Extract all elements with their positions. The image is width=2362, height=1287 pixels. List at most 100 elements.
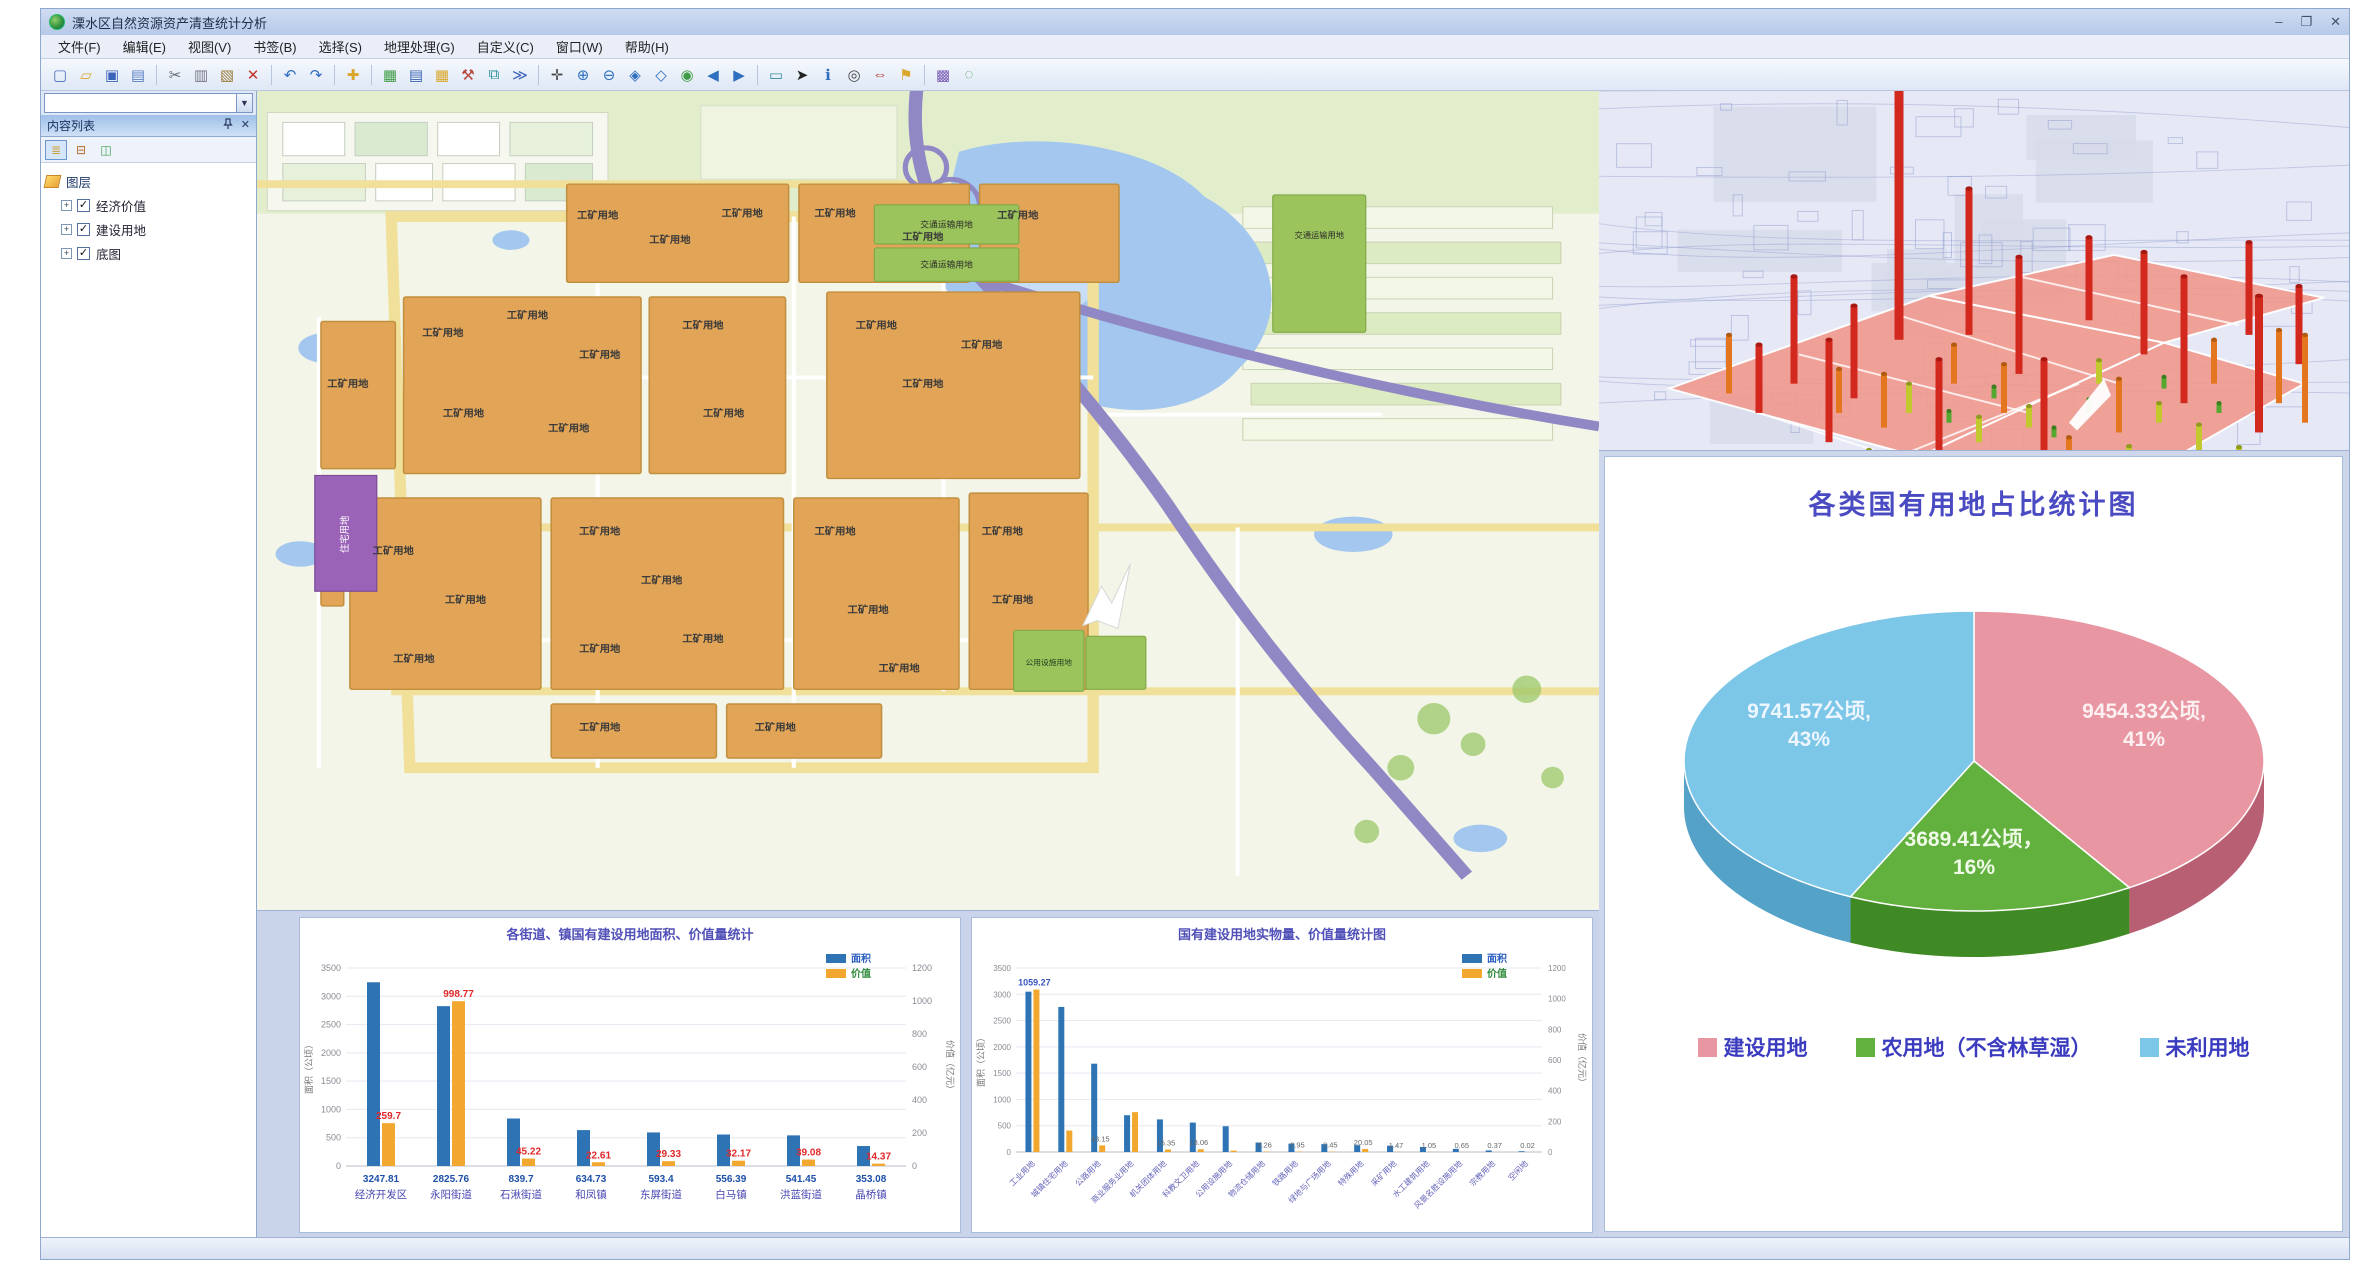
save-icon[interactable]: ▣ bbox=[104, 66, 120, 84]
menu-item-8[interactable]: 窗口(W) bbox=[555, 40, 603, 55]
scene-3d-view[interactable] bbox=[1599, 91, 2349, 451]
menu-item-7[interactable]: 自定义(C) bbox=[476, 40, 534, 55]
select-features-icon[interactable]: ▭ bbox=[768, 66, 784, 84]
combobox-dropdown-icon[interactable]: ▼ bbox=[236, 94, 252, 112]
combobox-input[interactable] bbox=[45, 94, 236, 112]
full-extent-icon[interactable]: ◉ bbox=[680, 66, 694, 84]
svg-text:公用设施用地: 公用设施用地 bbox=[1026, 657, 1073, 667]
next-extent-icon[interactable]: ▶ bbox=[733, 66, 745, 84]
menu-item-4[interactable]: 书签(B) bbox=[253, 40, 297, 55]
python-icon[interactable]: ≫ bbox=[512, 66, 528, 84]
street-chart-card: 各街道、镇国有建设用地面积、价值量统计 0 500 1000 1500 2000 2500… bbox=[299, 917, 961, 1233]
copy-icon[interactable]: ▥ bbox=[193, 66, 209, 84]
identify-icon[interactable]: ℹ bbox=[825, 66, 831, 84]
layer-row-3[interactable]: + ✓ 底图 bbox=[45, 241, 252, 265]
menu-item-1[interactable]: 文件(F) bbox=[58, 40, 101, 55]
overlay-windows-icon[interactable]: ▩ bbox=[935, 66, 951, 84]
svg-text:工矿用地: 工矿用地 bbox=[902, 377, 943, 390]
select-cursor-icon[interactable]: ➤ bbox=[795, 66, 809, 84]
title-bar[interactable]: 溧水区自然资源资产清查统计分析 – ❐ ✕ bbox=[41, 9, 2349, 35]
menu-item-6[interactable]: 地理处理(G) bbox=[383, 40, 455, 55]
layer-checkbox[interactable]: ✓ bbox=[77, 246, 90, 260]
landuse-bar-chart: 0 500 1000 1500 2000 2500 3000 3500 0 200 400 600 80… bbox=[975, 952, 1588, 1211]
minimize-button[interactable]: – bbox=[2275, 14, 2283, 29]
panel-close-icon[interactable]: ✕ bbox=[240, 119, 250, 131]
fixed-zoom-in-icon[interactable]: ◈ bbox=[629, 66, 641, 84]
toolbar-separator bbox=[757, 64, 758, 85]
svg-text:工矿用地: 工矿用地 bbox=[393, 652, 434, 665]
restore-button[interactable]: ❐ bbox=[2300, 14, 2313, 29]
scene-3d-canvas[interactable] bbox=[1599, 91, 2349, 450]
measure-icon[interactable]: ⇔ bbox=[872, 66, 888, 83]
svg-text:800: 800 bbox=[1548, 1025, 1562, 1034]
fixed-zoom-out-icon[interactable]: ◇ bbox=[655, 66, 667, 84]
undo-icon[interactable]: ↶ bbox=[283, 66, 297, 84]
svg-text:工矿用地: 工矿用地 bbox=[878, 662, 919, 675]
svg-text:面积（公顷）: 面积（公顷） bbox=[303, 1040, 314, 1094]
cut-icon[interactable]: ✂ bbox=[168, 66, 182, 84]
layer-group-row[interactable]: 图层 bbox=[43, 169, 252, 193]
svg-text:石湫街道: 石湫街道 bbox=[500, 1188, 542, 1201]
find-icon[interactable]: ◎ bbox=[847, 66, 861, 84]
zoom-out-icon[interactable]: ⊖ bbox=[602, 66, 616, 84]
toc-tab-drawing-order[interactable]: ≣ bbox=[45, 139, 67, 160]
layer-group-label: 图层 bbox=[66, 175, 92, 190]
bookmarks-icon[interactable]: ⚑ bbox=[899, 66, 913, 84]
pin-icon[interactable] bbox=[223, 118, 233, 133]
svg-text:住宅用地: 住宅用地 bbox=[339, 515, 351, 553]
delete-icon[interactable]: ✕ bbox=[246, 66, 260, 84]
svg-text:634.73: 634.73 bbox=[576, 1174, 607, 1185]
svg-text:宗教用地: 宗教用地 bbox=[1467, 1158, 1497, 1188]
svg-text:工矿用地: 工矿用地 bbox=[682, 319, 723, 332]
svg-text:1059.27: 1059.27 bbox=[1018, 978, 1051, 988]
print-icon[interactable]: ▤ bbox=[130, 66, 146, 84]
svg-text:556.39: 556.39 bbox=[716, 1174, 747, 1185]
menu-item-3[interactable]: 视图(V) bbox=[187, 40, 232, 55]
toc-tab-visibility[interactable]: ◫ bbox=[100, 142, 112, 157]
svg-text:800: 800 bbox=[912, 1029, 927, 1039]
svg-text:晶桥镇: 晶桥镇 bbox=[855, 1188, 887, 1201]
menu-item-2[interactable]: 编辑(E) bbox=[122, 40, 166, 55]
legend-swatch bbox=[2139, 1037, 2159, 1057]
map-view[interactable]: 工矿用地 工矿用地 工矿用地 工矿用地 工矿用地 工矿用地 工矿用地 工矿用地 工矿用地 工矿用地… bbox=[257, 91, 1599, 911]
new-document-icon[interactable]: ▢ bbox=[52, 66, 68, 84]
redo-icon[interactable]: ↷ bbox=[309, 66, 323, 84]
layer-checkbox[interactable]: ✓ bbox=[77, 198, 90, 212]
layer-row-2[interactable]: + ✓ 建设用地 bbox=[45, 217, 252, 241]
menu-item-9[interactable]: 帮助(H) bbox=[624, 40, 669, 55]
svg-text:200: 200 bbox=[912, 1128, 927, 1138]
model-builder-icon[interactable]: ⧉ bbox=[488, 66, 500, 83]
svg-text:3689.41公顷，: 3689.41公顷， bbox=[1904, 828, 2043, 851]
svg-text:3500: 3500 bbox=[993, 964, 1011, 973]
paste-icon[interactable]: ▧ bbox=[219, 66, 235, 84]
layer-row-1[interactable]: + ✓ 经济价值 bbox=[45, 193, 252, 217]
catalog-icon[interactable]: ▦ bbox=[434, 66, 450, 84]
html-popup-icon[interactable]: ◌ bbox=[964, 66, 974, 83]
svg-text:工矿用地: 工矿用地 bbox=[722, 207, 763, 220]
expand-icon[interactable]: + bbox=[61, 223, 72, 235]
toc-tab-source[interactable]: ⊟ bbox=[75, 142, 87, 157]
toolbox-icon[interactable]: ⚒ bbox=[461, 66, 475, 84]
svg-text:45.22: 45.22 bbox=[516, 1147, 541, 1158]
menu-item-5[interactable]: 选择(S) bbox=[318, 40, 362, 55]
svg-text:东屏街道: 东屏街道 bbox=[640, 1188, 682, 1201]
expand-icon[interactable]: + bbox=[61, 199, 72, 211]
close-button[interactable]: ✕ bbox=[2330, 14, 2341, 29]
toolbar-combobox[interactable]: ▼ bbox=[44, 93, 253, 113]
legend-label: 农用地（不含林草湿） bbox=[1881, 1037, 2092, 1060]
svg-text:工矿用地: 工矿用地 bbox=[577, 209, 618, 222]
layer-checkbox[interactable]: ✓ bbox=[77, 222, 90, 236]
pie-chart-title: 各类国有用地占比统计图 bbox=[1808, 490, 2139, 520]
add-data-icon[interactable]: ✚ bbox=[346, 66, 360, 84]
svg-text:1500: 1500 bbox=[321, 1076, 341, 1086]
table-of-contents-icon[interactable]: ▤ bbox=[408, 66, 424, 84]
zoom-in-icon[interactable]: ⊕ bbox=[576, 66, 590, 84]
open-folder-icon[interactable]: ▱ bbox=[80, 66, 92, 84]
previous-extent-icon[interactable]: ◀ bbox=[707, 66, 719, 84]
charts-strip: 各街道、镇国有建设用地面积、价值量统计 0 500 1000 1500 2000 2500… bbox=[257, 911, 1599, 1237]
map-document-icon[interactable]: ▦ bbox=[382, 66, 398, 84]
expand-icon[interactable]: + bbox=[61, 247, 72, 259]
pan-icon[interactable]: ✛ bbox=[550, 66, 564, 84]
toolbar-separator bbox=[156, 64, 157, 85]
